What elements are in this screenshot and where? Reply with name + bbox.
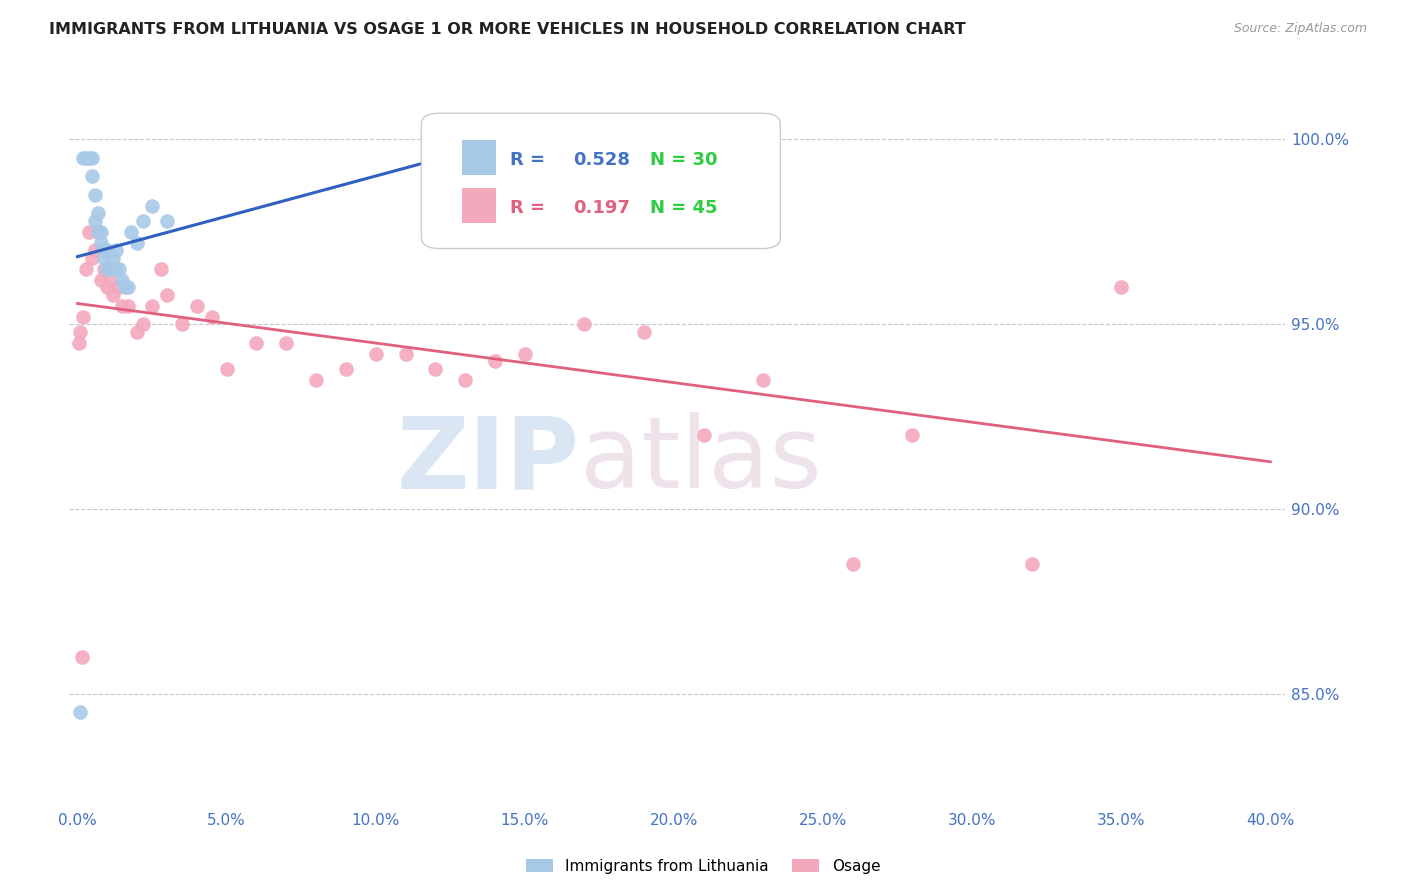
Point xyxy=(117,280,139,294)
Point xyxy=(127,235,149,250)
Point xyxy=(335,361,357,376)
Point xyxy=(752,373,775,387)
Point xyxy=(87,225,110,239)
Point xyxy=(141,199,163,213)
Point xyxy=(276,335,298,350)
Point xyxy=(364,347,387,361)
Point xyxy=(141,299,163,313)
Point xyxy=(72,310,94,324)
Point xyxy=(114,280,136,294)
Point xyxy=(454,373,477,387)
Point xyxy=(87,225,110,239)
Point xyxy=(186,299,208,313)
Point xyxy=(305,373,328,387)
Point xyxy=(84,188,107,202)
Point xyxy=(96,244,118,258)
Point xyxy=(75,261,97,276)
Point xyxy=(170,318,193,332)
Point xyxy=(84,244,107,258)
Point xyxy=(108,280,131,294)
Point xyxy=(215,361,238,376)
Point xyxy=(111,273,134,287)
Text: N = 45: N = 45 xyxy=(650,199,717,217)
Point xyxy=(543,125,565,139)
Point xyxy=(67,335,90,350)
Point xyxy=(693,428,716,442)
Point xyxy=(245,335,267,350)
Point xyxy=(633,325,655,339)
FancyBboxPatch shape xyxy=(461,188,495,223)
Point xyxy=(127,325,149,339)
Point xyxy=(103,287,125,301)
Point xyxy=(82,251,104,265)
Point xyxy=(90,235,112,250)
Point xyxy=(394,347,416,361)
Point xyxy=(117,299,139,313)
Text: N = 30: N = 30 xyxy=(650,151,717,169)
Text: ZIP: ZIP xyxy=(396,412,579,509)
Point xyxy=(108,261,131,276)
Point xyxy=(82,169,104,184)
Text: 0.528: 0.528 xyxy=(574,151,630,169)
Point xyxy=(156,214,179,228)
FancyBboxPatch shape xyxy=(422,113,780,249)
Text: R =: R = xyxy=(510,199,551,217)
Text: R =: R = xyxy=(510,151,551,169)
Point xyxy=(93,251,115,265)
Point xyxy=(543,125,565,139)
Point xyxy=(103,251,125,265)
Point xyxy=(105,261,128,276)
Point xyxy=(98,261,121,276)
Text: 0.197: 0.197 xyxy=(574,199,630,217)
Point xyxy=(87,206,110,220)
Point xyxy=(79,225,101,239)
Point xyxy=(484,354,506,368)
Point xyxy=(574,318,596,332)
Point xyxy=(93,244,115,258)
Legend: Immigrants from Lithuania, Osage: Immigrants from Lithuania, Osage xyxy=(520,853,886,880)
Point xyxy=(75,151,97,165)
Point xyxy=(132,214,155,228)
FancyBboxPatch shape xyxy=(461,140,495,176)
Point xyxy=(111,299,134,313)
Point xyxy=(84,214,107,228)
Point xyxy=(69,705,91,719)
Point xyxy=(1021,558,1043,572)
Point xyxy=(132,318,155,332)
Point xyxy=(120,225,142,239)
Point xyxy=(425,361,447,376)
Point xyxy=(201,310,224,324)
Point xyxy=(79,151,101,165)
Point xyxy=(96,280,118,294)
Point xyxy=(93,261,115,276)
Point xyxy=(96,261,118,276)
Point xyxy=(72,151,94,165)
Point xyxy=(69,325,91,339)
Point xyxy=(901,428,924,442)
Point xyxy=(150,261,173,276)
Point xyxy=(70,649,93,664)
Point xyxy=(1109,280,1132,294)
Point xyxy=(82,151,104,165)
Point xyxy=(90,273,112,287)
Point xyxy=(513,347,536,361)
Point xyxy=(156,287,179,301)
Point xyxy=(98,273,121,287)
Point xyxy=(90,225,112,239)
Text: IMMIGRANTS FROM LITHUANIA VS OSAGE 1 OR MORE VEHICLES IN HOUSEHOLD CORRELATION C: IMMIGRANTS FROM LITHUANIA VS OSAGE 1 OR … xyxy=(49,22,966,37)
Text: Source: ZipAtlas.com: Source: ZipAtlas.com xyxy=(1233,22,1367,36)
Text: atlas: atlas xyxy=(579,412,821,509)
Point xyxy=(842,558,865,572)
Point xyxy=(105,244,128,258)
